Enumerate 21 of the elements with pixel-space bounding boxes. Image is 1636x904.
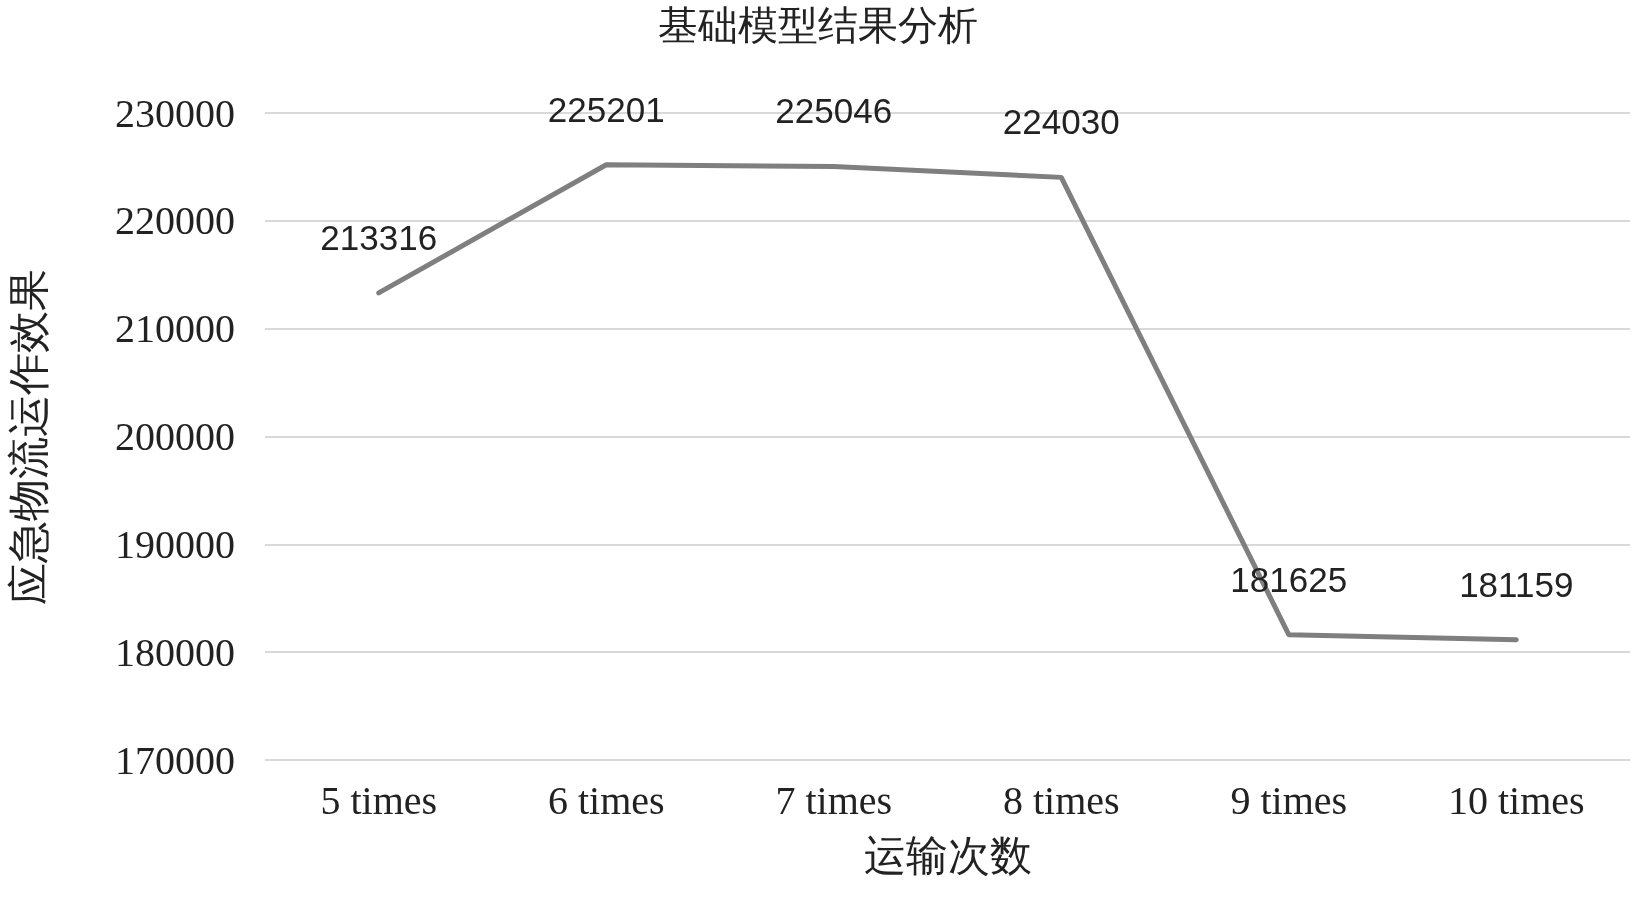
x-tick-label: 9 times [1230, 777, 1348, 823]
y-tick-label: 230000 [115, 90, 235, 136]
x-tick-label: 10 times [1447, 777, 1585, 823]
chart-title: 基础模型结果分析 [658, 2, 978, 48]
y-axis-title: 应急物流运作效果 [6, 268, 52, 605]
x-tick-label: 6 times [547, 777, 665, 823]
y-tick-label: 180000 [115, 629, 235, 675]
x-axis-title: 运输次数 [863, 833, 1032, 879]
x-tick-label: 5 times [320, 777, 438, 823]
y-tick-label: 220000 [115, 198, 235, 244]
data-label: 225201 [547, 89, 665, 129]
y-tick-label: 210000 [115, 306, 235, 352]
x-tick-label: 7 times [775, 777, 893, 823]
x-tick-label: 8 times [1002, 777, 1120, 823]
data-label: 225046 [775, 91, 893, 131]
y-tick-label: 170000 [115, 737, 235, 783]
y-tick-label: 200000 [115, 414, 235, 459]
data-label: 224030 [1002, 102, 1120, 142]
y-tick-label: 190000 [115, 521, 235, 567]
data-label: 213316 [320, 217, 438, 257]
data-label: 181159 [1459, 564, 1574, 604]
